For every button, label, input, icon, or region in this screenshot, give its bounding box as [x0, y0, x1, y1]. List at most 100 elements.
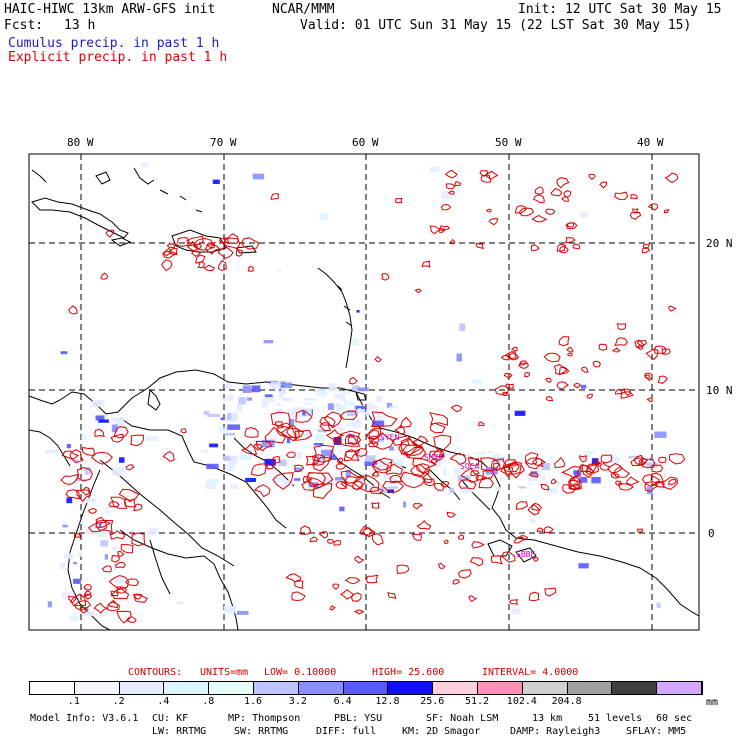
precip-contour	[615, 480, 623, 487]
cumulus-patch	[242, 385, 252, 393]
station-labels: SYEN SMJP SOCA SBBE	[380, 433, 535, 559]
precip-contour	[443, 539, 449, 545]
precip-contour	[470, 470, 480, 477]
precip-contour	[661, 476, 679, 490]
cumulus-patch	[560, 473, 568, 478]
cumulus-patch	[579, 476, 588, 483]
cumulus-patch	[609, 456, 619, 465]
precip-contour	[389, 474, 402, 483]
cumulus-patch	[345, 469, 352, 478]
precip-contour	[416, 463, 430, 475]
precip-contour	[193, 243, 203, 249]
footer-model-info: Model Info: V3.6.1	[30, 713, 139, 724]
precip-contour	[519, 535, 529, 541]
precip-contour	[371, 457, 393, 474]
precip-contour	[108, 574, 130, 591]
footer-diff: DIFF: full	[316, 726, 377, 737]
precip-contour	[558, 366, 570, 375]
cumulus-patch	[335, 403, 341, 406]
cumulus-patch	[223, 605, 237, 614]
precip-contour	[264, 426, 287, 444]
precip-contour	[634, 339, 645, 348]
precip-contour	[524, 371, 531, 378]
precip-contour	[394, 197, 403, 204]
precip-contour	[272, 456, 281, 464]
cumulus-patch	[66, 444, 71, 449]
precip-contour	[664, 172, 679, 184]
cumulus-patch	[487, 450, 492, 454]
precip-contour	[630, 457, 644, 467]
precip-contour	[544, 587, 557, 597]
cumulus-patch	[263, 396, 275, 403]
cumulus-patch	[236, 611, 249, 615]
precip-contour	[370, 411, 398, 428]
precip-contour	[285, 573, 302, 583]
cumulus-patch	[224, 383, 233, 389]
cumulus-patch	[111, 546, 118, 550]
cumulus-patch	[296, 451, 302, 459]
footer-mp: MP: Thompson	[228, 713, 301, 724]
colorbar-swatch	[612, 682, 658, 694]
precip-contour	[162, 451, 175, 462]
cumulus-patch	[73, 578, 81, 584]
precip-contour	[599, 181, 608, 189]
explicit-precip-contours	[60, 169, 686, 624]
precip-contour	[380, 272, 390, 281]
precip-contour	[468, 457, 479, 466]
precip-contour	[530, 244, 540, 252]
precip-contour	[657, 375, 668, 384]
cumulus-patch	[341, 396, 346, 401]
cumulus-patch	[264, 398, 268, 404]
precip-contour	[553, 364, 568, 376]
colorbar-tick-label: 25.6	[420, 696, 445, 707]
legend-cumulus: Cumulus precip. in past 1 h	[8, 36, 220, 51]
precip-contour	[295, 409, 313, 423]
precip-contour	[485, 208, 492, 213]
precip-contour	[644, 481, 659, 492]
precip-contour	[108, 500, 120, 508]
precip-contour	[115, 562, 126, 568]
cumulus-patch	[288, 409, 301, 418]
cumulus-patch	[64, 553, 74, 559]
cumulus-patch	[571, 484, 579, 489]
precip-contour	[323, 411, 343, 429]
precip-contour	[518, 207, 534, 217]
cumulus-patch	[319, 213, 328, 221]
precip-contour	[352, 475, 380, 493]
precip-contour	[668, 453, 686, 465]
cumulus-patch	[220, 417, 225, 421]
colorbar-swatch	[477, 682, 523, 694]
precip-contour	[444, 169, 458, 179]
precip-contour	[566, 346, 574, 353]
map-frame	[28, 153, 700, 631]
precip-contour	[124, 578, 140, 587]
precip-contour	[87, 507, 98, 515]
cumulus-patch	[453, 469, 466, 473]
precip-contour	[337, 457, 344, 464]
cumulus-patch	[390, 459, 404, 467]
cumulus-patch	[230, 455, 239, 464]
footer-damp: DAMP: Rayleigh3	[510, 726, 601, 737]
colorbar-tick-label: 6.4	[333, 696, 352, 707]
footer-pbl: PBL: YSU	[334, 713, 383, 724]
cumulus-patch	[169, 240, 174, 245]
precip-contour	[556, 243, 567, 252]
precip-contour	[505, 351, 517, 360]
colorbar-swatch	[298, 682, 344, 694]
cumulus-patch	[251, 385, 261, 393]
precip-contour	[309, 536, 318, 543]
precip-contour	[218, 237, 230, 244]
precip-contour	[452, 579, 460, 585]
cumulus-patch	[328, 383, 337, 392]
cumulus-patch	[224, 464, 235, 471]
cumulus-patch	[115, 421, 125, 428]
colorbar-swatch	[522, 682, 568, 694]
precip-contour	[203, 264, 216, 272]
precip-contour	[458, 479, 477, 490]
precip-contour	[120, 544, 134, 554]
precip-contour	[502, 391, 508, 397]
precip-contour	[396, 564, 410, 574]
colorbar-swatch	[567, 682, 613, 694]
precip-contour	[545, 396, 554, 402]
